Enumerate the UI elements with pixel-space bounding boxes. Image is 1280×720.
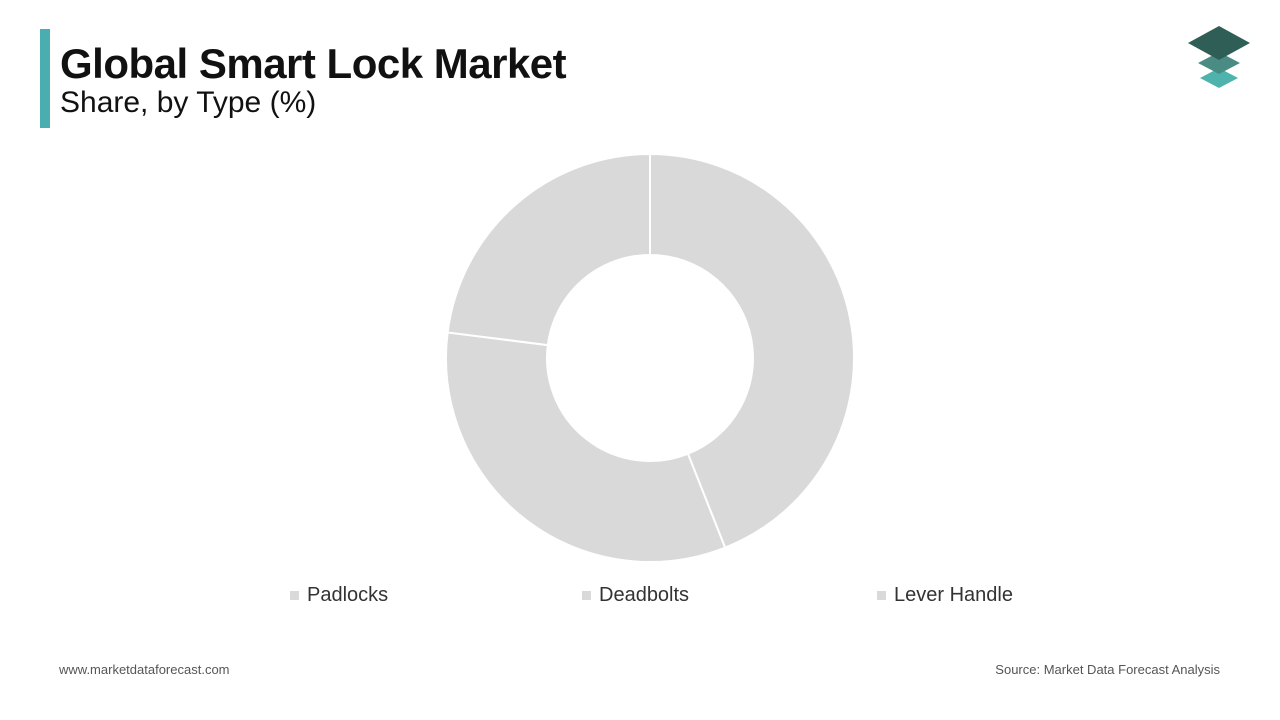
page-title: Global Smart Lock Market xyxy=(60,40,567,87)
donut-slice-deadbolts xyxy=(445,331,727,563)
footer-source: Source: Market Data Forecast Analysis xyxy=(995,662,1220,677)
page-subtitle: Share, by Type (%) xyxy=(60,86,317,119)
donut-slices xyxy=(445,152,855,563)
legend-swatch xyxy=(290,590,299,600)
logo-layer-top xyxy=(1188,26,1250,60)
legend-item: Deadbolts xyxy=(582,582,689,608)
donut-slice-padlocks xyxy=(649,152,855,549)
title-accent-bar xyxy=(40,29,50,128)
donut-slice-lever-handle xyxy=(446,152,651,347)
legend-swatch xyxy=(582,590,591,600)
legend-item: Padlocks xyxy=(290,582,388,608)
logo-layer-bottom xyxy=(1200,68,1238,88)
legend-label: Deadbolts xyxy=(599,583,690,606)
legend-item: Lever Handle xyxy=(877,582,1013,608)
stacked-layers-icon xyxy=(1188,26,1250,88)
legend-swatch xyxy=(877,590,886,600)
footer-website: www.marketdataforecast.com xyxy=(59,662,230,677)
legend-label: Padlocks xyxy=(307,583,389,606)
logo-layer-middle xyxy=(1198,52,1240,74)
legend-label: Lever Handle xyxy=(894,583,1013,606)
